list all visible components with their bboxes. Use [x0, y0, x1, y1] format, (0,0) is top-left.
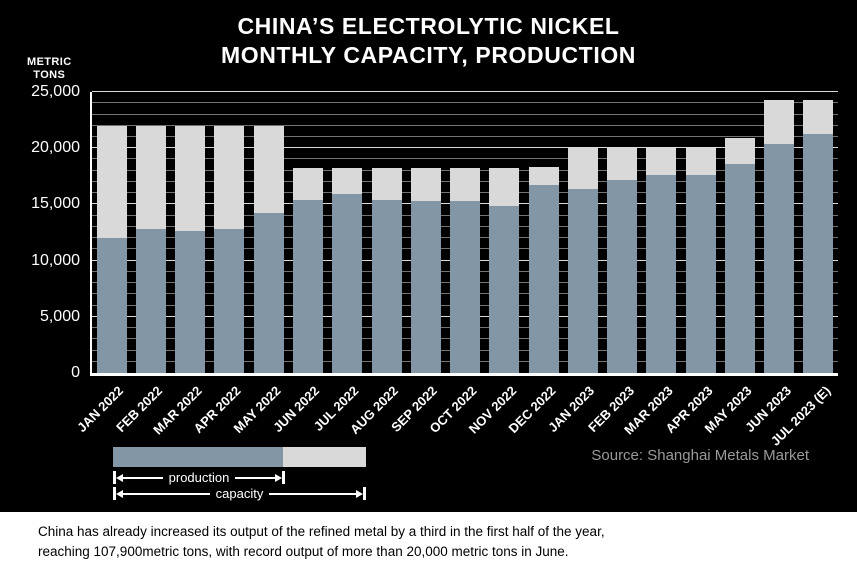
dimension-line	[123, 476, 163, 479]
chart-title: CHINA’S ELECTROLYTIC NICKEL MONTHLY CAPA…	[0, 12, 857, 71]
caption-line1: China has already increased its output o…	[38, 524, 605, 539]
gridline	[92, 113, 838, 115]
bar-production	[135, 229, 166, 373]
chart-title-line1: CHINA’S ELECTROLYTIC NICKEL	[237, 13, 620, 39]
y-axis-unit-line1: METRIC	[27, 56, 72, 68]
legend-production-dimension: production	[113, 470, 285, 485]
chart-title-line2: MONTHLY CAPACITY, PRODUCTION	[220, 42, 637, 69]
gridline	[92, 136, 838, 137]
dimension-end-tick	[282, 471, 285, 484]
dimension-end-tick	[113, 471, 116, 484]
arrow-left-icon	[116, 489, 123, 498]
y-axis-tick-labels: 0 5,000 10,000 15,000 20,000 25,000	[0, 83, 84, 381]
source-attribution: Source: Shanghai Metals Market	[591, 447, 809, 464]
bar-production	[332, 194, 363, 373]
dimension-line	[123, 492, 210, 495]
bar-production	[96, 238, 127, 373]
legend-production-swatch	[113, 447, 283, 467]
bar-production	[685, 175, 716, 373]
bar-production	[724, 163, 755, 373]
gridline	[92, 124, 838, 126]
arrow-right-icon	[356, 489, 364, 498]
gridline	[92, 158, 838, 160]
y-axis-unit-line2: TONS	[33, 68, 66, 81]
bar-production	[489, 205, 520, 373]
bar-production	[410, 201, 441, 373]
y-axis-tick-label: 0	[71, 364, 80, 381]
y-axis-tick-label: 5,000	[39, 307, 80, 325]
y-axis-tick-label: 15,000	[31, 195, 80, 213]
y-axis-tick-label: 10,000	[31, 251, 80, 269]
bar-production	[646, 175, 677, 373]
bar-production	[214, 229, 245, 373]
legend-production-label: production	[168, 470, 230, 485]
gridline	[92, 147, 838, 149]
gridline	[92, 91, 838, 92]
bar-production	[292, 199, 323, 373]
dimension-end-tick	[113, 487, 116, 500]
bar-production	[803, 133, 834, 373]
caption-strip: China has already increased its output o…	[0, 512, 857, 570]
bar-production	[371, 199, 402, 373]
dimension-line	[269, 492, 357, 495]
bar-production	[175, 231, 206, 373]
arrow-right-icon	[275, 473, 282, 482]
y-axis-tick-label: 20,000	[31, 139, 80, 157]
plot-area	[90, 91, 838, 376]
y-axis-tick-label: 25,000	[31, 83, 80, 100]
bar-production	[764, 143, 795, 373]
legend-capacity-label: capacity	[215, 486, 264, 501]
bar-production	[450, 201, 480, 373]
y-axis-unit-label: METRIC TONS	[27, 56, 72, 81]
gridline	[92, 102, 838, 104]
dimension-line	[235, 476, 275, 479]
legend-capacity-swatch	[283, 447, 366, 467]
caption-line2: reaching 107,900metric tons, with record…	[38, 544, 569, 560]
bar-production	[253, 213, 284, 373]
bar-production	[528, 185, 559, 373]
legend-capacity-dimension: capacity	[113, 486, 367, 501]
arrow-left-icon	[116, 473, 123, 482]
bar-production	[567, 188, 598, 373]
bar-production	[607, 179, 638, 373]
legend: production capacity	[113, 447, 367, 501]
legend-swatch-bar	[113, 447, 366, 467]
dimension-end-tick	[363, 487, 367, 500]
